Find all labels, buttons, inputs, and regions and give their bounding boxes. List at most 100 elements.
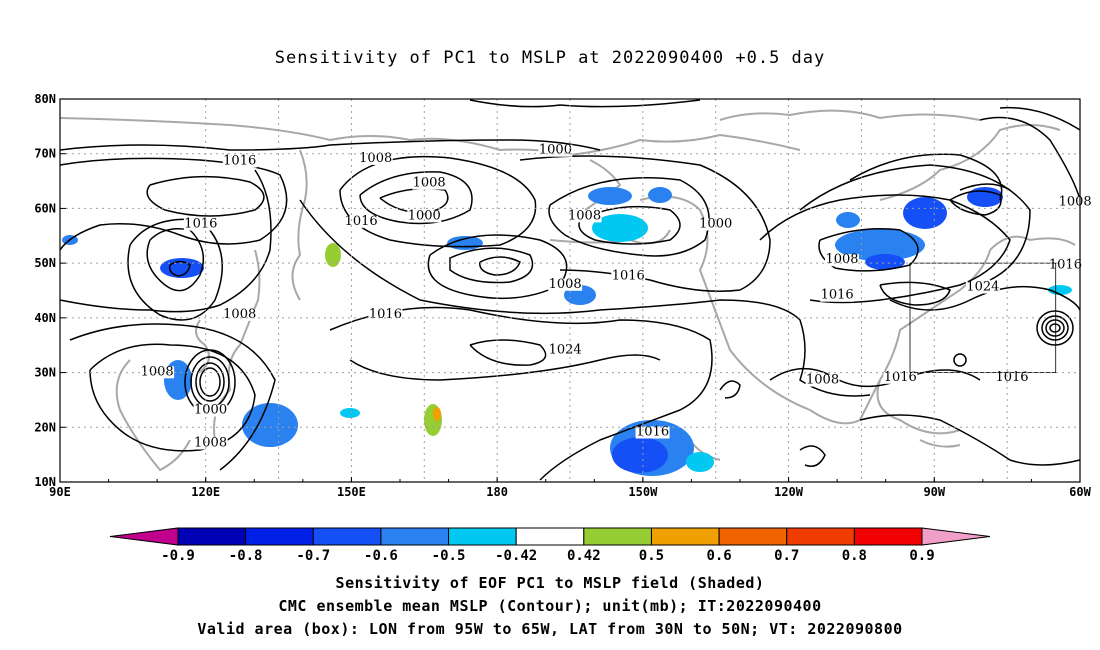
contour-label-halo — [344, 215, 379, 228]
valid-area-box — [909, 262, 1057, 373]
contour-label: 1024 — [549, 342, 582, 357]
contour-label: 1016 — [995, 370, 1028, 385]
colorbar-tick-label: 0.7 — [774, 548, 799, 564]
map-panel: 1016 1008 1000 1008 1000 1008 1000 1016 1016 1008… — [34, 92, 1093, 499]
contour-label-halo — [995, 371, 1029, 384]
lat-tick-label: 60N — [34, 201, 56, 215]
contour-label: 1000 — [194, 403, 227, 418]
contour-label-halo — [1048, 259, 1083, 272]
colorbar-over-triangle — [921, 527, 991, 546]
lon-tick-label: 90E — [49, 485, 71, 499]
contour-label: 1008 — [806, 373, 839, 388]
lon-tick-label: 180 — [486, 485, 508, 499]
colorbar-segment — [312, 527, 382, 546]
colorbar-tick-label: -0.7 — [296, 548, 330, 564]
colorbar-segment — [853, 527, 923, 546]
lon-tick-label: 60W — [1069, 485, 1091, 499]
contour-label: 1016 — [1049, 258, 1082, 273]
contour-label: 1008 — [825, 252, 858, 267]
lat-tick-label: 50N — [34, 256, 56, 270]
footer-caption-1: Sensitivity of EOF PC1 to MSLP field (Sh… — [335, 574, 765, 592]
lon-tick-label: 150E — [337, 485, 366, 499]
colorbar-tick-label: -0.42 — [495, 548, 537, 564]
colorbar-segment — [583, 527, 652, 546]
lat-tick-label: 80N — [34, 92, 56, 106]
colorbar-segment — [448, 527, 517, 546]
contour-label-halo — [548, 344, 583, 357]
lat-tick-label: 10N — [34, 475, 56, 489]
contour-label: 1016 — [223, 154, 256, 169]
sensitivity-shading — [62, 187, 1072, 476]
colorbar-tick-label: 0.8 — [842, 548, 867, 564]
colorbar-tick-label: -0.9 — [161, 548, 195, 564]
contour-label-halo — [611, 270, 646, 283]
contour-label-halo — [407, 210, 442, 223]
lon-tick-label: 120E — [191, 485, 220, 499]
contour-label: 1008 — [549, 277, 582, 292]
contour-label-halo — [193, 437, 228, 450]
contour-label: 1008 — [141, 364, 174, 379]
contour-label-halo — [358, 152, 393, 165]
contour-label-halo — [825, 254, 859, 267]
contour-label-halo — [635, 426, 670, 439]
contour-label: 1016 — [184, 217, 217, 232]
colorbar: -0.9 -0.8 -0.7 -0.6 -0.5 -0.42 0.42 0.5 0.6 0.7 0.… — [109, 527, 991, 564]
contour-label: 1016 — [345, 214, 378, 229]
contour-label-halo — [1058, 196, 1093, 209]
lon-tick-label: 90W — [923, 485, 945, 499]
colorbar-segment — [380, 527, 450, 546]
contour-label: 1016 — [369, 307, 402, 322]
colorbar-segment — [718, 527, 788, 546]
lon-tick-label: 120W — [774, 485, 804, 499]
contour-label-halo — [183, 218, 218, 231]
contour-label-halo — [222, 308, 257, 321]
contour-labels: 1016 1008 1000 1008 1000 1008 1000 1016 1016 1008… — [140, 143, 1093, 450]
colorbar-segment — [515, 527, 585, 546]
contour-label-halo — [368, 308, 403, 321]
longitude-axis: 90E 120E 150E 180 150W 120W 90W 60W — [49, 477, 1092, 499]
contour-label-halo — [193, 404, 228, 417]
colorbar-tick-label: 0.9 — [909, 548, 934, 564]
colorbar-tick-label: 0.5 — [639, 548, 664, 564]
colorbar-tick-label: -0.6 — [364, 548, 398, 564]
colorbar-segment — [786, 527, 855, 546]
colorbar-under-triangle — [109, 527, 179, 546]
map-frame — [59, 98, 1081, 483]
contour-label: 1008 — [568, 208, 601, 223]
colorbar-segment — [650, 527, 720, 546]
contour-label-halo — [222, 155, 257, 168]
contour-label: 1016 — [884, 370, 917, 385]
contour-label: 1016 — [612, 269, 645, 284]
contour-label-halo — [805, 374, 840, 387]
colorbar-segment — [245, 527, 314, 546]
lat-tick-label: 20N — [34, 420, 56, 434]
colorbar-tick-label: 0.42 — [567, 548, 601, 564]
latitude-axis: 80N 70N 60N 50N 40N 30N 20N 10N — [34, 92, 66, 489]
colorbar-segment — [177, 527, 247, 546]
lat-tick-label: 40N — [34, 311, 56, 325]
contour-label-halo — [965, 281, 1000, 294]
colorbar-tick-label: 0.6 — [706, 548, 731, 564]
contour-label: 1016 — [821, 288, 854, 303]
lat-tick-label: 70N — [34, 147, 56, 161]
contour-label-halo — [820, 289, 855, 302]
lat-tick-label: 30N — [34, 366, 56, 380]
contour-label: 1008 — [413, 176, 446, 191]
colorbar-tick-label: -0.5 — [432, 548, 466, 564]
contour-label: 1008 — [194, 435, 227, 450]
contour-label-halo — [412, 177, 447, 190]
contour-label: 1024 — [966, 280, 999, 295]
lon-tick-label: 150W — [628, 485, 658, 499]
contour-label-halo — [567, 210, 602, 223]
contour-label: 1000 — [408, 208, 441, 223]
contour-label: 1016 — [636, 424, 669, 439]
footer-caption-2: CMC ensemble mean MSLP (Contour); unit(m… — [278, 597, 822, 615]
contour-label-halo — [548, 278, 583, 291]
contour-label-halo — [883, 371, 918, 384]
footer-caption-3: Valid area (box): LON from 95W to 65W, L… — [197, 620, 903, 638]
plot-title: Sensitivity of PC1 to MSLP at 2022090400… — [274, 48, 826, 68]
contour-label: 1000 — [699, 217, 732, 232]
gridlines — [60, 99, 1080, 482]
contour-label-halo — [698, 218, 733, 231]
contour-label: 1008 — [1059, 195, 1092, 210]
